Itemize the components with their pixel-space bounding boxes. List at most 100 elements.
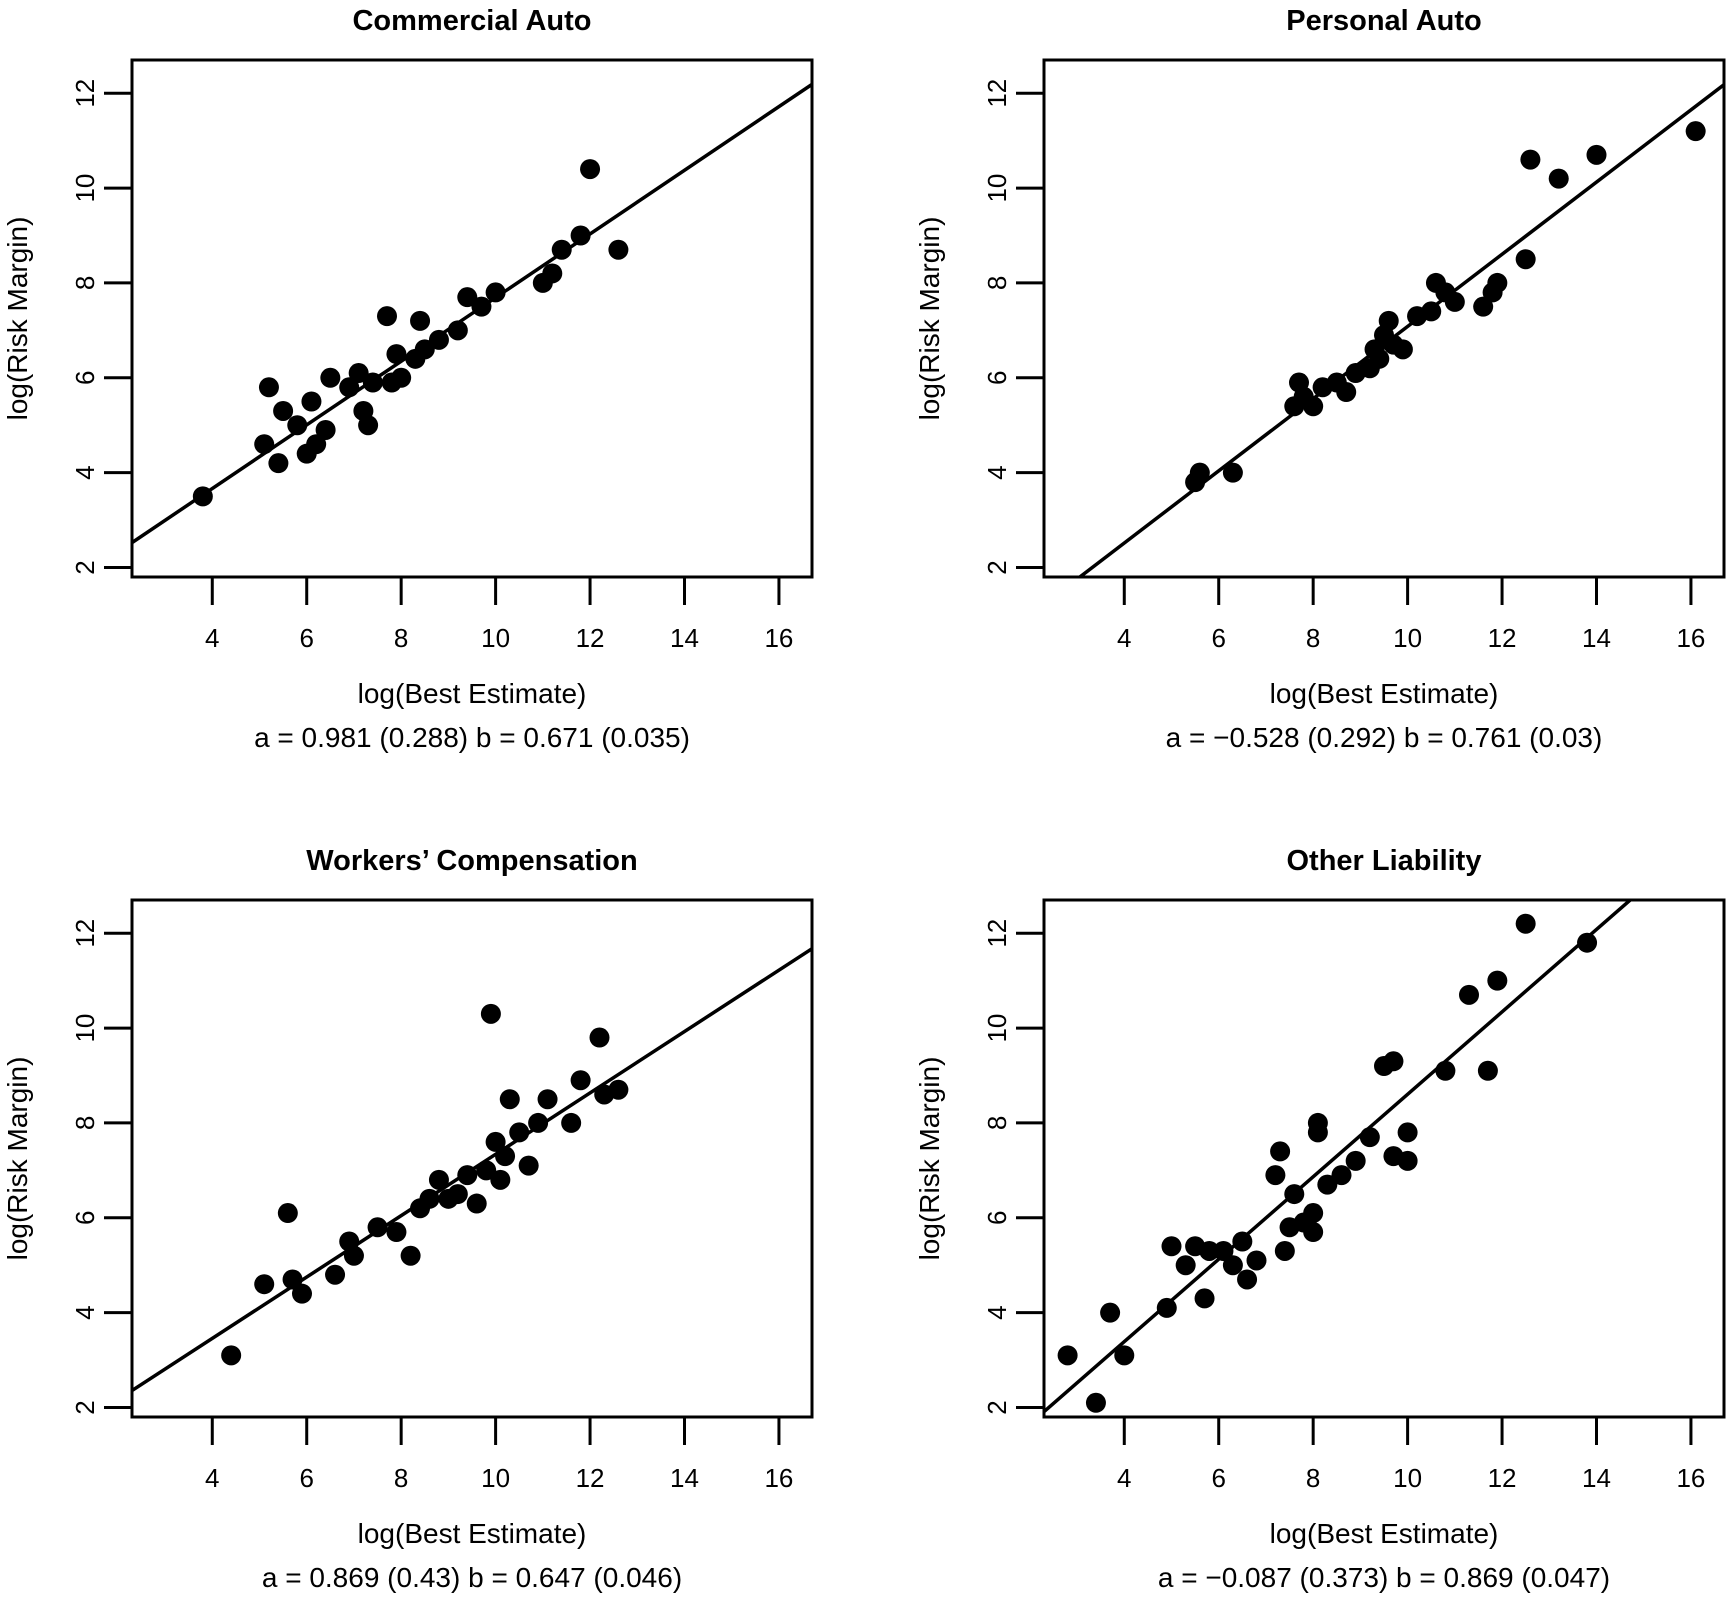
data-point	[386, 1222, 407, 1243]
chart-panel-1: Commercial Auto 4 6 8 10 12 14 16 2 4 6 8 10 12 log(Be…	[2, 5, 814, 753]
data-point	[292, 1283, 312, 1304]
data-point	[1359, 1127, 1380, 1148]
data-point	[1378, 310, 1399, 331]
x-tick-label: 12	[576, 623, 605, 653]
x-axis-label: log(Best Estimate)	[358, 678, 587, 709]
x-tick-label: 8	[394, 623, 408, 653]
data-point	[254, 1274, 275, 1295]
data-point	[1515, 249, 1536, 270]
x-tick-label: 4	[1117, 1463, 1131, 1493]
data-point	[542, 263, 563, 284]
y-tick-label: 12	[982, 79, 1012, 108]
data-point	[367, 1217, 388, 1238]
x-tick-label: 4	[1117, 623, 1131, 653]
chart-panel-2: Personal Auto 4 6 8 10 12 14 16 2 4 6 8 10 12 log(Best…	[914, 5, 1726, 753]
data-point	[551, 239, 572, 260]
data-point	[485, 282, 506, 303]
data-point	[339, 377, 360, 398]
data-point	[528, 1112, 549, 1133]
data-point	[1270, 1141, 1291, 1162]
data-point	[1317, 1174, 1338, 1195]
data-point	[1222, 462, 1243, 483]
x-tick-label: 6	[1211, 1463, 1225, 1493]
x-tick-label: 10	[1393, 1463, 1422, 1493]
data-point	[537, 1089, 558, 1110]
data-point	[1194, 1288, 1215, 1309]
data-point	[466, 1193, 487, 1214]
x-tick-label: 14	[670, 623, 699, 653]
data-point	[221, 1345, 242, 1366]
x-tick-label: 6	[299, 623, 313, 653]
coefficient-caption: a = 0.981 (0.288) b = 0.671 (0.035)	[254, 722, 690, 753]
data-point	[457, 1165, 478, 1186]
data-point	[485, 1131, 506, 1152]
data-point	[1435, 1060, 1456, 1081]
data-point	[254, 434, 275, 455]
y-tick-label: 10	[982, 174, 1012, 203]
coefficient-caption: a = −0.087 (0.373) b = 0.869 (0.047)	[1158, 1562, 1610, 1593]
y-tick-label: 2	[70, 560, 100, 574]
data-point	[1114, 1345, 1135, 1366]
y-axis-label: log(Risk Margin)	[2, 217, 33, 421]
x-tick-label: 12	[576, 1463, 605, 1493]
x-tick-label: 16	[764, 623, 793, 653]
y-tick-label: 8	[70, 1116, 100, 1130]
data-point	[343, 1245, 364, 1266]
data-point	[277, 1203, 298, 1224]
data-point	[561, 1112, 582, 1133]
data-point	[580, 159, 601, 180]
data-point	[457, 287, 478, 308]
data-point	[258, 377, 279, 398]
chart-title: Commercial Auto	[352, 5, 591, 37]
data-point	[1213, 1240, 1234, 1261]
data-point	[1222, 1255, 1243, 1276]
data-point	[1345, 1150, 1366, 1171]
x-tick-label: 4	[205, 1463, 219, 1493]
data-point	[348, 363, 369, 384]
data-point	[1085, 1392, 1106, 1413]
data-point	[495, 1146, 516, 1167]
y-tick-label: 8	[70, 276, 100, 290]
data-point	[1331, 1165, 1352, 1186]
data-point	[1246, 1250, 1267, 1271]
data-point	[1175, 1255, 1196, 1276]
data-point	[315, 419, 336, 440]
data-point	[608, 1079, 629, 1100]
data-point	[1520, 149, 1541, 170]
chart-panel-4: Other Liability 4 6 8 10 12 14 16 2 4 6 8 10 12 log(Be…	[914, 845, 1726, 1593]
x-tick-label: 4	[205, 623, 219, 653]
x-tick-label: 6	[1211, 623, 1225, 653]
data-point	[447, 320, 468, 341]
y-tick-label: 12	[70, 79, 100, 108]
x-tick-label: 16	[1676, 623, 1705, 653]
coefficient-caption: a = 0.869 (0.43) b = 0.647 (0.046)	[262, 1562, 682, 1593]
y-tick-label: 2	[70, 1400, 100, 1414]
y-tick-label: 6	[982, 371, 1012, 385]
x-axis-label: log(Best Estimate)	[1270, 1518, 1499, 1549]
y-tick-label: 6	[70, 371, 100, 385]
regression-line	[1044, 900, 1633, 1414]
data-point	[1369, 348, 1390, 369]
data-point	[282, 1269, 303, 1290]
data-point	[1421, 301, 1442, 322]
x-tick-label: 16	[764, 1463, 793, 1493]
y-tick-label: 6	[70, 1211, 100, 1225]
data-point	[1336, 382, 1357, 403]
data-point	[476, 1160, 497, 1181]
x-tick-label: 10	[481, 1463, 510, 1493]
data-point	[1161, 1236, 1182, 1257]
y-tick-label: 8	[982, 1116, 1012, 1130]
x-tick-label: 10	[481, 623, 510, 653]
data-point	[386, 344, 407, 365]
y-tick-label: 2	[982, 560, 1012, 574]
data-point	[358, 415, 379, 436]
data-point	[1265, 1165, 1286, 1186]
chart-title: Workers’ Compensation	[306, 845, 637, 877]
data-point	[1156, 1297, 1177, 1318]
data-point	[268, 453, 289, 474]
data-point	[362, 372, 383, 393]
data-point	[320, 367, 341, 388]
data-point	[1477, 1060, 1498, 1081]
coefficient-caption: a = −0.528 (0.292) b = 0.761 (0.03)	[1166, 722, 1603, 753]
